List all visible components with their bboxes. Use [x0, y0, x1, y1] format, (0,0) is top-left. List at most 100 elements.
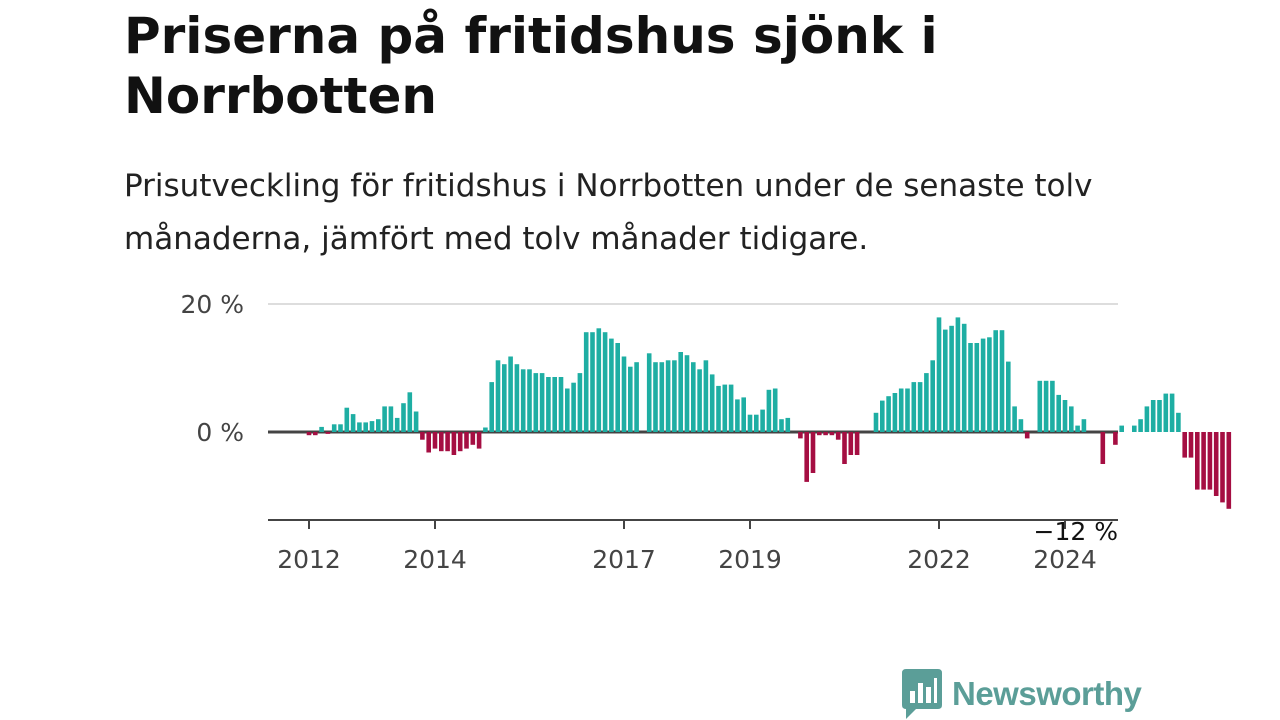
- bar: [1195, 432, 1200, 490]
- bar: [439, 432, 444, 452]
- bar: [905, 388, 910, 432]
- bar: [583, 332, 589, 432]
- bar: [659, 362, 665, 432]
- bar: [949, 325, 954, 432]
- bar: [546, 377, 551, 432]
- bar: [1037, 380, 1043, 432]
- bar: [917, 382, 923, 432]
- bar: [722, 384, 728, 432]
- bar: [401, 403, 406, 432]
- bar: [369, 421, 375, 432]
- bar: [703, 360, 709, 432]
- bar: [829, 432, 835, 436]
- bar: [457, 432, 463, 452]
- bar: [1138, 419, 1143, 432]
- bar: [911, 382, 917, 432]
- bar: [451, 432, 457, 455]
- bar: [766, 389, 772, 432]
- bar: [999, 330, 1005, 432]
- bar: [848, 432, 854, 455]
- bar: [665, 360, 671, 432]
- bar: [533, 373, 539, 432]
- bar: [344, 407, 350, 432]
- bar: [571, 382, 576, 432]
- bar: [924, 373, 929, 432]
- bar: [779, 419, 784, 432]
- bar: [898, 388, 904, 432]
- bar: [388, 406, 394, 432]
- bar: [628, 366, 633, 432]
- bar: [646, 353, 652, 432]
- bar: [987, 337, 992, 432]
- bar: [470, 432, 476, 445]
- bar: [338, 424, 343, 432]
- bar: [1157, 400, 1162, 432]
- bar: [1018, 419, 1024, 432]
- bar: [1050, 380, 1055, 432]
- bar: [1081, 419, 1087, 432]
- bar: [1119, 425, 1124, 432]
- bar: [980, 338, 986, 432]
- bar: [760, 409, 765, 432]
- bar: [817, 432, 822, 436]
- bar: [413, 411, 419, 432]
- bar: [445, 432, 450, 452]
- bar: [1201, 432, 1206, 490]
- bar: [552, 377, 557, 432]
- bar: [325, 432, 331, 434]
- bar: [376, 419, 381, 432]
- bar: [1012, 406, 1017, 432]
- bar: [502, 364, 507, 432]
- bar: [1188, 432, 1194, 458]
- bar: [394, 417, 400, 432]
- bar: [880, 400, 885, 432]
- bar: [483, 427, 488, 432]
- bar: [602, 332, 608, 432]
- brand-logo: Newsworthy: [902, 668, 1142, 720]
- bar: [854, 432, 860, 455]
- bar: [691, 362, 696, 432]
- bar: [1043, 380, 1049, 432]
- bar: [892, 393, 898, 432]
- bar: [1056, 394, 1061, 432]
- bar: [772, 388, 778, 432]
- bar: [420, 432, 425, 440]
- bar: [835, 432, 841, 440]
- bar: [407, 392, 413, 432]
- x-tick-label: 2014: [403, 545, 467, 574]
- bar: [842, 432, 847, 464]
- bar: [508, 356, 513, 432]
- bar: [968, 343, 973, 432]
- bar: [1150, 400, 1156, 432]
- x-tick-label: 2017: [592, 545, 656, 574]
- bar: [514, 364, 520, 432]
- bar: [873, 412, 879, 432]
- bar: [823, 432, 828, 436]
- bar: [735, 399, 740, 432]
- bar: [653, 362, 658, 432]
- bar: [1006, 361, 1011, 432]
- newsworthy-logo-icon: [902, 669, 942, 719]
- y-tick-label: 0 %: [196, 418, 244, 447]
- bar: [678, 352, 683, 432]
- bar: [363, 422, 368, 432]
- bar: [558, 377, 564, 432]
- bar: [1207, 432, 1213, 490]
- bar: [1144, 406, 1150, 432]
- bar: [1176, 412, 1181, 432]
- bar: [615, 343, 620, 432]
- bar: [596, 328, 602, 432]
- bar: [1113, 432, 1118, 445]
- bar: [798, 432, 803, 439]
- x-tick-label: 2022: [907, 545, 971, 574]
- bar: [804, 432, 809, 482]
- bar: [590, 332, 595, 432]
- bar: [1226, 432, 1232, 509]
- bar: [1024, 432, 1030, 439]
- bar: [565, 388, 570, 432]
- bar: [527, 369, 532, 432]
- bar: [1100, 432, 1106, 464]
- bar: [1062, 400, 1068, 432]
- bar: [621, 356, 627, 432]
- bar: [697, 369, 702, 432]
